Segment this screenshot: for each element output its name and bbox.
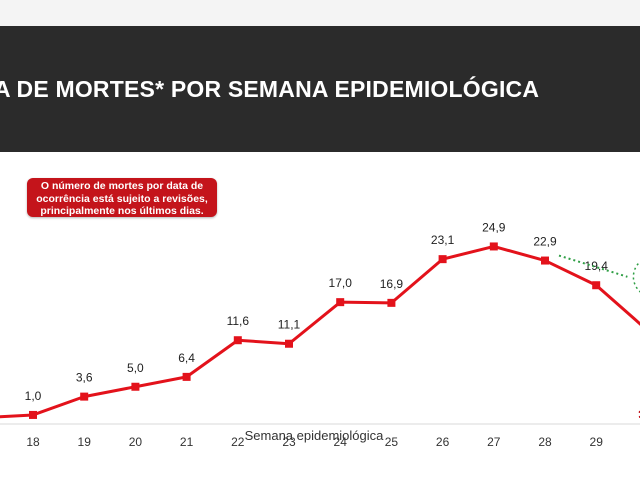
data-label-week-27: 24,9 [482, 220, 506, 234]
projection-circle [632, 260, 640, 293]
x-tick-22: 22 [231, 435, 245, 449]
data-point-week-25 [387, 298, 396, 307]
data-label-week-22: 11,6 [227, 314, 250, 328]
x-tick-21: 21 [180, 435, 194, 449]
data-label-week-25: 16,9 [380, 277, 404, 291]
x-tick-26: 26 [436, 435, 450, 449]
data-label-week-19: 3,6 [76, 371, 93, 385]
data-point-week-24 [336, 298, 345, 307]
data-point-week-21 [182, 372, 191, 381]
data-point-week-29 [592, 281, 601, 290]
x-tick-28: 28 [538, 435, 552, 449]
x-tick-24: 24 [334, 435, 348, 449]
data-point-week-28 [541, 256, 549, 265]
x-tick-29: 29 [590, 435, 604, 449]
data-label-week-20: 5,0 [127, 361, 144, 375]
data-point-week-26 [438, 255, 447, 264]
data-label-week-24: 17,0 [329, 276, 353, 290]
data-point-week-19 [80, 392, 89, 401]
x-axis-label: Semana epidemiológica [244, 428, 384, 443]
data-label-week-18: 1,0 [25, 389, 42, 403]
chart-title: A DE MORTES* POR SEMANA EPIDEMIOLÓGICA [0, 76, 540, 102]
data-label-week-26: 23,1 [431, 233, 455, 247]
series-line [0, 244, 640, 419]
x-tick-23: 23 [282, 435, 296, 449]
data-label-week-28: 22,9 [533, 235, 557, 249]
x-tick-27: 27 [487, 435, 501, 449]
x-tick-19: 19 [78, 435, 92, 449]
x-tick-18: 18 [26, 435, 40, 449]
data-point-week-20 [131, 382, 140, 391]
x-tick-20: 20 [129, 435, 143, 449]
x-tick-25: 25 [385, 435, 399, 449]
data-point-week-27 [489, 242, 498, 251]
revision-note: O número de mortes por data de ocorrênci… [27, 178, 217, 217]
line-chart: 1,0 3,6 5,0 6,4 11,6 11,1 17,0 16,9 23,1 24,9 22,9… [0, 220, 640, 449]
data-point-week-22 [233, 336, 242, 345]
title-bar [0, 26, 640, 152]
data-point-week-18 [29, 410, 37, 419]
data-label-week-21: 6,4 [178, 351, 195, 365]
top-strip [0, 0, 640, 26]
projection-connector [558, 254, 628, 278]
data-label-week-29: 19,4 [585, 259, 609, 273]
data-point-week-23 [285, 339, 293, 348]
data-label-week-23: 11,1 [278, 318, 301, 332]
